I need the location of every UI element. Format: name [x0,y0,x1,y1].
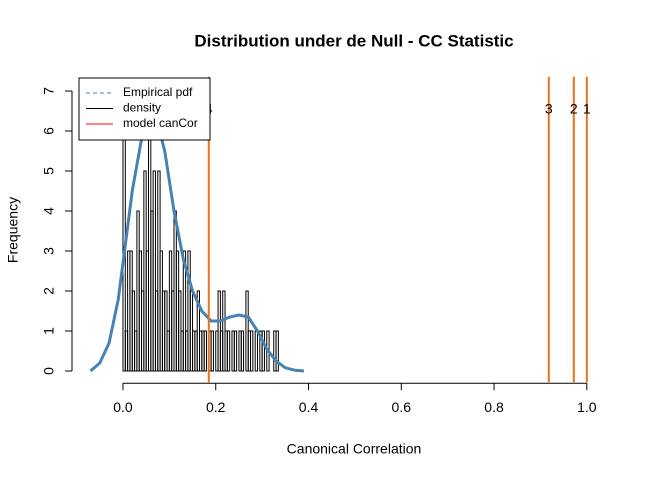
y-tick-label: 6 [41,127,57,135]
legend-label: model canCor [123,116,198,130]
bar [250,330,254,372]
chart-title: Distribution under de Null - CC Statisti… [194,31,513,50]
bar [261,330,265,372]
y-tick-label: 5 [41,167,57,175]
model-label: 3 [545,101,553,117]
model-label: 2 [570,101,578,117]
x-tick-label: 0.4 [299,399,319,415]
bar [226,330,231,372]
legend-label: Empirical pdf [123,85,193,99]
density-curve [89,108,305,373]
x-tick-label: 0.2 [206,399,226,415]
bar [275,330,279,372]
bar [233,330,238,372]
y-tick-label: 3 [41,247,57,255]
y-axis-label: Frequency [5,197,21,263]
bar [182,250,187,372]
bar [152,170,156,372]
y-tick-label: 2 [41,287,57,295]
model-label: 1 [583,101,591,117]
y-tick-label: 0 [41,367,57,375]
y-tick-label: 1 [41,327,57,335]
x-tick-label: 1.0 [577,399,597,415]
x-tick-label: 0.6 [392,399,412,415]
x-axis-label: Canonical Correlation [287,441,422,457]
x-tick-label: 0.0 [113,399,133,415]
bar [203,330,207,372]
legend-label: density [123,101,161,115]
x-tick-label: 0.8 [484,399,504,415]
y-tick-label: 7 [41,87,57,95]
bar [240,330,245,372]
y-tick-label: 4 [41,207,57,215]
bar [210,330,214,372]
